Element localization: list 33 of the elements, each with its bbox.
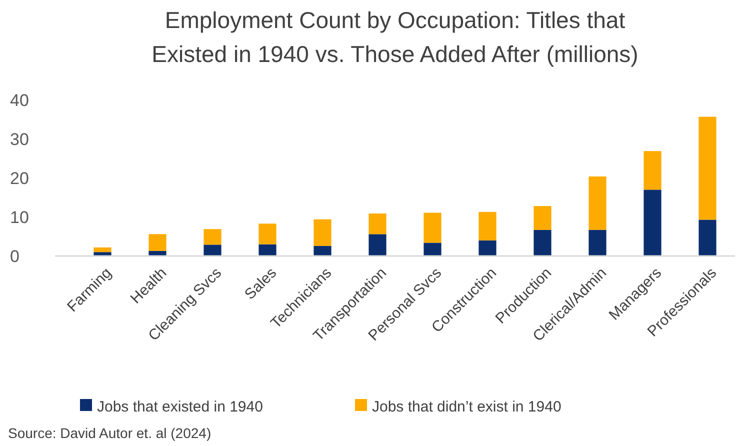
bar [588, 230, 606, 256]
bar [148, 234, 166, 251]
chart-title: Employment Count by Occupation: Titles that Existed in 1940 vs. Those Added After (millions) [152, 7, 638, 67]
bar [698, 220, 716, 256]
bar [588, 176, 606, 230]
bar [368, 213, 386, 234]
bar [698, 116, 716, 220]
bar [94, 247, 112, 252]
bar [368, 234, 386, 256]
bar [204, 244, 222, 256]
legend-label: Jobs that didn’t exist in 1940 [372, 398, 562, 416]
bar [314, 246, 332, 256]
bar [478, 212, 496, 240]
y-tick-label: 20 [10, 168, 29, 188]
y-tick-label: 10 [10, 208, 29, 227]
y-tick-label: 40 [10, 90, 29, 110]
bar [644, 190, 662, 256]
bar [534, 206, 552, 230]
bar [258, 224, 276, 244]
bar [534, 230, 552, 256]
bar [424, 212, 442, 243]
bar [478, 240, 496, 256]
bar [424, 242, 442, 256]
y-tick-label: 0 [10, 246, 20, 266]
bar [314, 219, 332, 246]
legend-label: Jobs that existed in 1940 [97, 398, 263, 416]
source-note: Source: David Autor et. al (2024) [8, 425, 212, 441]
bar [94, 252, 112, 256]
bar [644, 151, 662, 190]
y-tick-label: 30 [10, 130, 29, 149]
bar [258, 244, 276, 256]
bar [204, 229, 222, 245]
bar [148, 250, 166, 256]
